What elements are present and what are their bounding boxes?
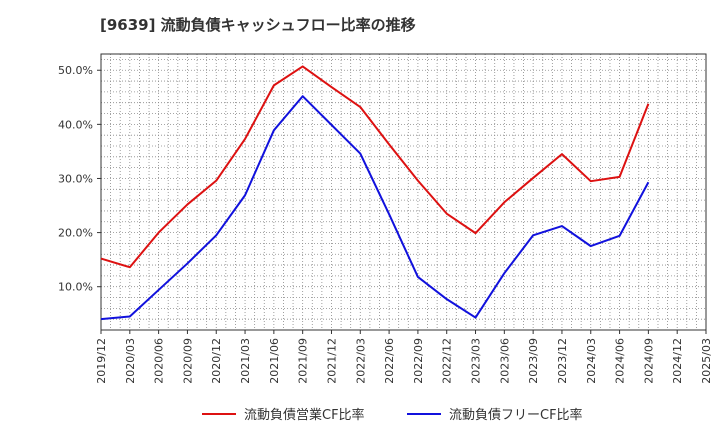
grid-layer — [100, 54, 707, 331]
x-tick-label: 2020/09 — [181, 338, 194, 384]
x-tick-label: 2023/12 — [556, 338, 569, 384]
x-tick-label: 2020/12 — [210, 338, 223, 384]
y-tick-label: 40.0% — [58, 118, 93, 131]
chart-title: [9639] 流動負債キャッシュフロー比率の推移 — [100, 16, 416, 34]
y-tick-label: 20.0% — [58, 227, 93, 240]
x-tick-label: 2020/06 — [153, 338, 166, 384]
plot-frame — [100, 53, 707, 331]
legend-label: 流動負債フリーCF比率 — [449, 408, 583, 423]
x-tick-label: 2019/12 — [95, 338, 108, 384]
x-tick-label: 2023/06 — [498, 338, 511, 384]
x-tick-label: 2021/06 — [268, 338, 281, 384]
legend-swatch-red — [202, 412, 236, 415]
x-tick-label: 2022/03 — [354, 338, 367, 384]
x-tick-label: 2023/09 — [527, 338, 540, 384]
y-axis: 10.0% 20.0% 30.0% 40.0% 50.0% — [58, 64, 101, 294]
x-tick-label: 2024/12 — [671, 338, 684, 384]
x-tick-label: 2022/06 — [383, 338, 396, 384]
y-tick-label: 10.0% — [58, 281, 93, 294]
legend-item-free-cf: 流動負債フリーCF比率 — [407, 404, 583, 423]
legend-item-operating-cf: 流動負債営業CF比率 — [202, 404, 365, 423]
series-layer — [100, 65, 650, 321]
x-tick-label: 2021/12 — [325, 338, 338, 384]
legend-label: 流動負債営業CF比率 — [244, 408, 365, 423]
x-tick-label: 2024/03 — [585, 338, 598, 384]
x-tick-label: 2023/03 — [470, 338, 483, 384]
x-tick-label: 2021/03 — [239, 338, 252, 384]
x-tick-label: 2025/03 — [700, 338, 713, 384]
x-tick-label: 2020/03 — [124, 338, 137, 384]
x-tick-label: 2022/12 — [441, 338, 454, 384]
y-tick-label: 50.0% — [58, 64, 93, 77]
x-tick-label: 2024/06 — [614, 338, 627, 384]
x-tick-label: 2024/09 — [642, 338, 655, 384]
y-tick-label: 30.0% — [58, 172, 93, 185]
x-axis: 2019/12 2020/03 2020/06 2020/09 2020/12 2021/… — [95, 330, 713, 384]
legend-swatch-blue — [407, 412, 441, 415]
series-line-operating-cf — [100, 65, 650, 269]
series-line-free-cf — [100, 95, 650, 321]
x-tick-label: 2022/09 — [412, 338, 425, 384]
x-tick-label: 2021/09 — [297, 338, 310, 384]
